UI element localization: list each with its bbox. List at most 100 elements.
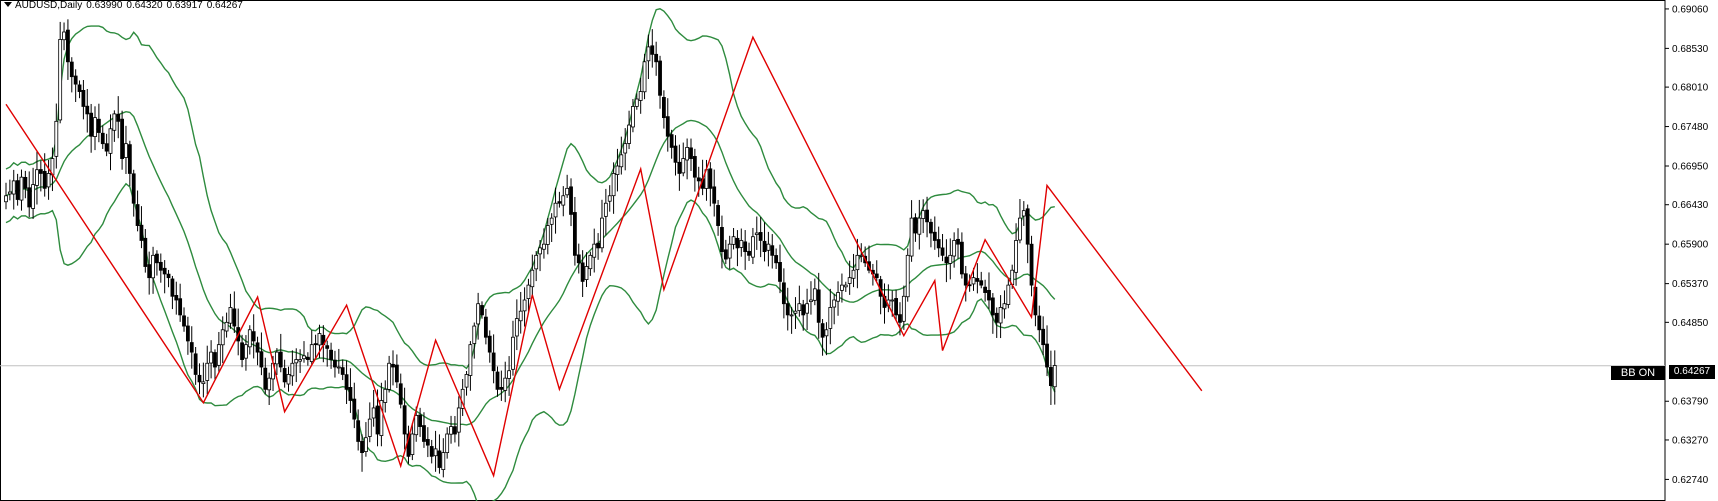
candle-body-bull (19, 176, 24, 201)
candle (410, 423, 415, 461)
candle-body-bull (518, 310, 523, 322)
candle-body-bear (557, 201, 562, 204)
candle (143, 229, 148, 273)
candle (158, 253, 163, 283)
candle-body-bear (913, 217, 918, 234)
candle (963, 265, 968, 302)
candle (89, 103, 94, 153)
candle (124, 125, 128, 174)
candle-body-bull (909, 217, 914, 257)
candle (42, 153, 47, 197)
candle (638, 77, 643, 114)
candle-body-bull (739, 240, 744, 248)
candle-body-bear (1029, 243, 1034, 286)
candle-body-bull (228, 307, 233, 324)
candle (247, 325, 252, 355)
candle (975, 263, 980, 294)
candle (901, 285, 906, 330)
candle (542, 228, 546, 259)
candle (445, 427, 450, 459)
candle (348, 368, 353, 413)
candle (913, 213, 918, 242)
symbol-timeframe: AUDUSD,Daily (15, 0, 83, 11)
candle (340, 359, 345, 381)
candle (135, 190, 140, 232)
candle-body-bull (727, 243, 732, 259)
candle-body-bear (491, 352, 496, 372)
candle (553, 187, 558, 234)
candle (781, 268, 786, 319)
candle-body-bull (290, 362, 295, 377)
bb-toggle-button[interactable]: BB ON (1611, 366, 1665, 380)
candle (1006, 277, 1011, 309)
candle-body-bear (162, 267, 167, 275)
candle (93, 106, 97, 151)
candle-body-bear (189, 342, 194, 353)
candle (31, 167, 35, 219)
candle (104, 133, 109, 157)
candle-body-bull (503, 377, 508, 391)
candle (743, 230, 748, 270)
candle-body-bear (665, 116, 670, 137)
price-axis-label: 0.63790 (1672, 397, 1709, 408)
candle-body-bull (948, 254, 953, 264)
candle-body-bear (747, 250, 751, 256)
candle (394, 354, 399, 388)
candle (305, 352, 310, 366)
candle (851, 253, 856, 288)
candle-body-bear (66, 29, 70, 63)
candle-body-bull (921, 210, 926, 219)
candle (38, 160, 43, 192)
candle-body-bull (646, 46, 651, 62)
candle (685, 138, 690, 180)
candle-body-bull (952, 240, 957, 257)
candle-body-bear (669, 134, 674, 148)
candle (909, 200, 914, 262)
candle-body-bull (209, 351, 214, 364)
candle-body-bear (251, 331, 256, 342)
candle (487, 330, 492, 363)
candle (921, 199, 926, 234)
candle-body-bull (302, 355, 306, 360)
candle-body-bull (224, 321, 229, 332)
candle (449, 415, 453, 444)
candle (940, 233, 945, 262)
candle (514, 299, 519, 351)
candle (627, 110, 631, 150)
bollinger-lower-band (5, 182, 1056, 501)
candle-body-bear (240, 342, 244, 360)
candle-body-bear (23, 176, 28, 189)
dropdown-triangle-icon[interactable] (4, 2, 12, 7)
candle (1014, 223, 1018, 286)
candle (929, 218, 933, 248)
candle (925, 196, 929, 238)
candle (244, 335, 248, 371)
candle-body-bull (553, 202, 558, 218)
candle-body-bear (96, 118, 101, 133)
candle (81, 80, 86, 120)
candle (364, 422, 368, 457)
candle (731, 228, 736, 250)
candle-body-bear (696, 177, 701, 182)
candle-body-bull (751, 236, 755, 258)
candle-body-bull (472, 325, 477, 344)
candle (588, 251, 593, 276)
candle (7, 179, 12, 201)
candle-body-bear (967, 284, 972, 287)
candle-body-bull (93, 117, 97, 137)
candle-body-bear (85, 105, 90, 115)
candle-body-bull (530, 269, 535, 288)
candle-body-bear (654, 53, 659, 63)
candle-body-bull (1006, 284, 1011, 305)
candle-body-bull (836, 292, 840, 302)
candle-body-bear (348, 387, 353, 401)
candle (127, 140, 132, 187)
candle (251, 314, 256, 359)
candle (874, 260, 879, 282)
candle (572, 196, 577, 266)
candle (847, 260, 852, 295)
candle-body-bull (46, 173, 51, 188)
candle (681, 142, 686, 177)
